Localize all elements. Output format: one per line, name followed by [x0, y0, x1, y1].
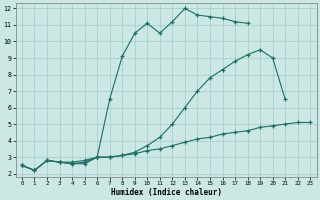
X-axis label: Humidex (Indice chaleur): Humidex (Indice chaleur) — [111, 188, 221, 197]
